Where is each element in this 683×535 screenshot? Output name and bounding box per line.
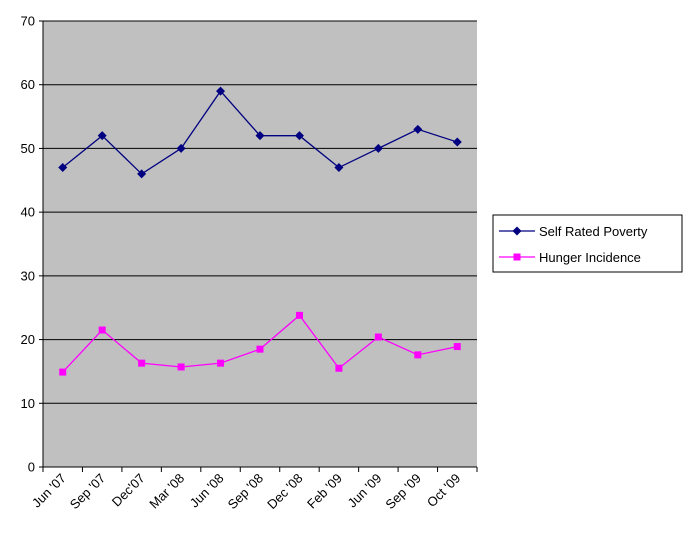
- legend-label: Self Rated Poverty: [539, 224, 648, 239]
- legend-label: Hunger Incidence: [539, 250, 641, 265]
- data-point: [453, 343, 461, 351]
- data-point: [452, 137, 462, 147]
- legend: [492, 214, 683, 273]
- legend-marker: [512, 226, 522, 236]
- data-point: [58, 163, 68, 173]
- legend-marker: [513, 253, 521, 261]
- x-tick-label: Mar '08: [146, 471, 187, 512]
- data-point: [98, 326, 106, 334]
- plot-area: [43, 21, 477, 467]
- x-tick-label: Jun '09: [345, 471, 385, 511]
- data-point: [137, 169, 147, 179]
- x-tick-label: Jun '07: [29, 471, 69, 511]
- data-point: [177, 363, 185, 371]
- data-point: [294, 131, 304, 141]
- y-tick-label: 50: [21, 141, 35, 156]
- y-tick-label: 20: [21, 332, 35, 347]
- data-point: [256, 345, 264, 353]
- data-point: [138, 359, 146, 367]
- data-point: [217, 359, 225, 367]
- x-tick-label: Dec '08: [264, 471, 305, 512]
- data-point: [414, 351, 422, 359]
- data-point: [413, 124, 423, 134]
- data-point: [374, 333, 382, 341]
- x-tick-label: Feb '09: [304, 471, 345, 512]
- data-point: [295, 311, 303, 319]
- data-point: [255, 131, 265, 141]
- data-point: [335, 364, 343, 372]
- y-tick-label: 30: [21, 268, 35, 283]
- y-tick-label: 70: [21, 14, 35, 29]
- x-tick-label: Sep '09: [382, 471, 423, 512]
- x-tick-label: Sep '08: [225, 471, 266, 512]
- data-point: [97, 131, 107, 141]
- y-tick-label: 60: [21, 77, 35, 92]
- y-tick-label: 10: [21, 396, 35, 411]
- data-point: [59, 368, 67, 376]
- x-tick-label: Jun '08: [187, 471, 227, 511]
- data-point: [216, 86, 226, 96]
- x-tick-label: Sep '07: [67, 471, 108, 512]
- x-tick-label: Oct '09: [424, 471, 463, 510]
- y-tick-label: 0: [28, 460, 35, 475]
- data-point: [334, 163, 344, 173]
- data-point: [373, 143, 383, 153]
- y-tick-label: 40: [21, 205, 35, 220]
- x-tick-label: Dec'07: [109, 471, 148, 510]
- data-point: [176, 143, 186, 153]
